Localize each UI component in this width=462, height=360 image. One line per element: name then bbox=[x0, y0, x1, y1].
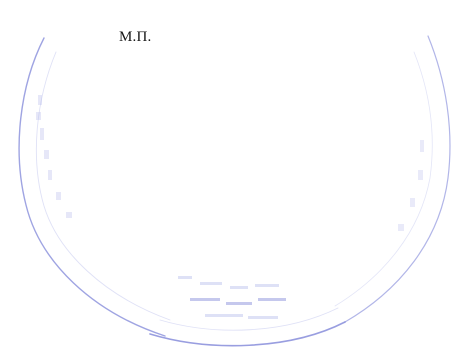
stamp-faint-text-left bbox=[36, 95, 72, 218]
stamp-ring-left-inner-arc bbox=[35, 51, 171, 321]
stamp-outer-ring bbox=[18, 35, 451, 347]
stamp-ring-right-arc bbox=[344, 35, 451, 323]
stamp-faint-text-right bbox=[398, 140, 424, 231]
stamp-ring-right-inner-arc bbox=[334, 51, 433, 307]
stamp-ring-bottom-arc bbox=[149, 321, 346, 347]
stamp-ring-bottom-inner-arc bbox=[159, 307, 339, 331]
stamp-ring-left-arc bbox=[18, 37, 166, 337]
seal-place-label: М.П. bbox=[119, 29, 152, 45]
stamp-faint-text-bottom bbox=[178, 276, 286, 319]
